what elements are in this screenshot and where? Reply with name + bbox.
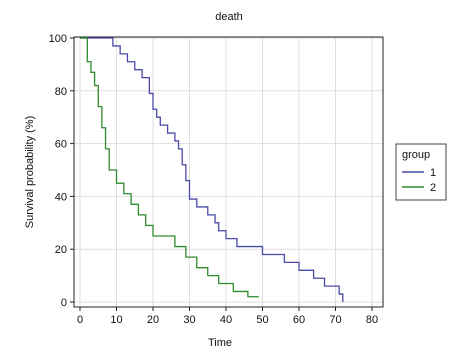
y-tick-label: 40 (55, 191, 67, 203)
x-tick-label: 80 (366, 314, 378, 326)
x-tick-label: 30 (183, 314, 195, 326)
y-tick-label: 100 (49, 33, 67, 45)
legend-label-2: 2 (430, 182, 436, 194)
x-tick-label: 50 (256, 314, 268, 326)
y-axis-label: Survival probability (%) (24, 116, 36, 228)
legend: group 1 2 (395, 143, 447, 201)
x-tick-label: 60 (293, 314, 305, 326)
legend-label-1: 1 (430, 167, 436, 179)
series-1-line (80, 37, 344, 302)
y-tick-label: 60 (55, 139, 67, 151)
legend-title: group (402, 149, 430, 161)
x-tick-label: 70 (329, 314, 341, 326)
x-tick-label: 10 (110, 314, 122, 326)
axes: 0 10 20 30 40 50 60 70 80 0 20 40 60 80 100 (49, 33, 378, 326)
y-tick-label: 20 (55, 244, 67, 256)
x-tick-label: 0 (77, 314, 83, 326)
y-tick-label: 80 (55, 86, 67, 98)
y-tick-label: 0 (61, 297, 67, 309)
chart-title: death (215, 11, 243, 23)
series-lines (80, 37, 344, 302)
x-tick-label: 20 (147, 314, 159, 326)
grid-lines (74, 37, 383, 307)
series-2-line (80, 37, 259, 298)
plot-frame (73, 36, 384, 308)
x-axis-label: Time (208, 337, 232, 349)
x-tick-label: 40 (220, 314, 232, 326)
